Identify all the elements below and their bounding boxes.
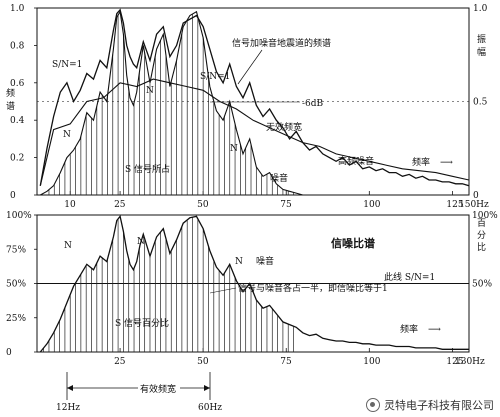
bottom-right-label-1: 百 <box>477 218 486 229</box>
top-x-axis-arrow: ⟶ <box>440 158 453 168</box>
top-y-right-tick-label: 0.5 <box>473 98 488 108</box>
top-signal-hatch <box>48 13 294 195</box>
top-x-tick-label: 75 <box>280 200 292 210</box>
annotation-spectrum-title: 信号加噪音地震道的频谱 <box>232 37 331 49</box>
bottom-spectrum-lines <box>39 214 469 353</box>
annotation-signal-occupied: S 信号所占 <box>125 163 170 175</box>
leader-half <box>209 287 237 294</box>
bottom-annotation-half: 信号与噪音各占一半，即信噪比等于1 <box>238 282 388 294</box>
bottom-y-tick-label: 75% <box>6 245 26 255</box>
bottom-x-tick-label: 130Hz <box>455 357 485 367</box>
bottom-y-tick-label: 50% <box>6 280 26 290</box>
top-x-tick-label: 150Hz <box>459 200 489 210</box>
top-y-right-tick-label: 0 <box>473 191 479 201</box>
annotation-minus-6db: -6dB <box>302 99 324 109</box>
bottom-x-tick-label: 100 <box>363 357 380 367</box>
bottom-x-axis-label: 频率 <box>400 323 418 335</box>
top-x-tick-label: 100 <box>363 200 380 210</box>
bottom-annotation-sn1-line: 此线 S/N=1 <box>384 271 435 283</box>
top-y-tick-label: 1.0 <box>10 4 25 14</box>
bottom-annotation-n-1: N <box>64 241 72 251</box>
bottom-y-right-tick-label: 50% <box>472 280 492 290</box>
top-spectrum-lines <box>37 8 470 196</box>
bandwidth-high: 60Hz <box>198 403 222 413</box>
top-x-tick-label: 10 <box>64 200 76 210</box>
bottom-right-label-2: 分 <box>477 230 486 241</box>
series-signal-percentage <box>39 214 469 353</box>
top-y-right-tick-label: 1.0 <box>473 4 488 14</box>
bandwidth-annotation <box>66 372 211 400</box>
bottom-right-label-3: 比 <box>477 241 486 253</box>
bottom-x-tick-label: 25 <box>114 357 126 367</box>
bottom-chart-title: 信噪比谱 <box>331 236 375 250</box>
wechat-logo-icon <box>366 398 380 412</box>
bandwidth-label: 有效频宽 <box>140 383 176 395</box>
annotation-invalid-band: 无效频宽 <box>266 121 302 133</box>
annotation-hf-noise: 高频噪音 <box>338 155 374 167</box>
top-x-tick-label: 50 <box>197 200 209 210</box>
top-x-axis-label: 频率 <box>412 156 430 168</box>
watermark: 灵特电子科技有限公司 <box>366 397 494 413</box>
bottom-y-right-tick-label: 100% <box>472 211 498 221</box>
annotation-n-mid: N <box>146 86 154 96</box>
bottom-x-axis-arrow: ⟶ <box>428 325 441 335</box>
annotation-sn1-left: S/N=1 <box>52 60 82 70</box>
bandwidth-low: 12Hz <box>56 403 80 413</box>
annotation-noise: 噪音 <box>270 172 288 184</box>
bottom-x-tick-label: 125 <box>446 357 463 367</box>
bottom-y-tick-label: 100% <box>6 211 32 221</box>
top-x-tick-label: 125 <box>446 200 463 210</box>
top-y-tick-label: 0.6 <box>10 79 25 89</box>
top-y-tick-label: 0.8 <box>10 41 25 51</box>
watermark-text: 灵特电子科技有限公司 <box>384 399 494 412</box>
bottom-x-tick-label: 75 <box>280 357 292 367</box>
annotation-n-left: N <box>63 130 71 140</box>
bottom-y-tick-label: 0 <box>6 348 12 358</box>
leader-title <box>237 49 263 85</box>
bottom-annotation-noise: 噪音 <box>256 255 274 267</box>
annotation-n-lower: N <box>230 144 238 154</box>
bottom-annotation-n-2: N <box>137 237 145 247</box>
series-signal <box>40 10 469 196</box>
bottom-annotation-signal-pct: S 信号百分比 <box>115 317 169 329</box>
series-noise <box>39 78 470 186</box>
top-x-tick-label: 25 <box>114 200 126 210</box>
bottom-y-tick-label: 25% <box>6 314 26 324</box>
top-right-label-2: 幅 <box>477 46 486 58</box>
series-signal+noise <box>39 8 470 187</box>
bottom-x-tick-label: 50 <box>197 357 209 367</box>
top-left-side-label-1: 频 <box>6 87 15 99</box>
top-y-tick-label: 0.2 <box>10 154 24 164</box>
top-y-tick-label: 0.4 <box>10 116 25 126</box>
top-right-label-1: 振 <box>477 33 486 45</box>
top-axis-ticks: 1.0 0.8 0.6 0.4 0.2 0 1.0 0.5 0 10 25 50 75 100 125150… <box>10 4 489 210</box>
top-left-side-label-2: 谱 <box>6 100 15 112</box>
bottom-signal-hatch <box>43 217 294 352</box>
top-y-tick-label: 0 <box>10 191 16 201</box>
bottom-annotation-n-3: N <box>235 257 243 267</box>
annotation-sn1-right: S/N=1 <box>200 72 230 82</box>
